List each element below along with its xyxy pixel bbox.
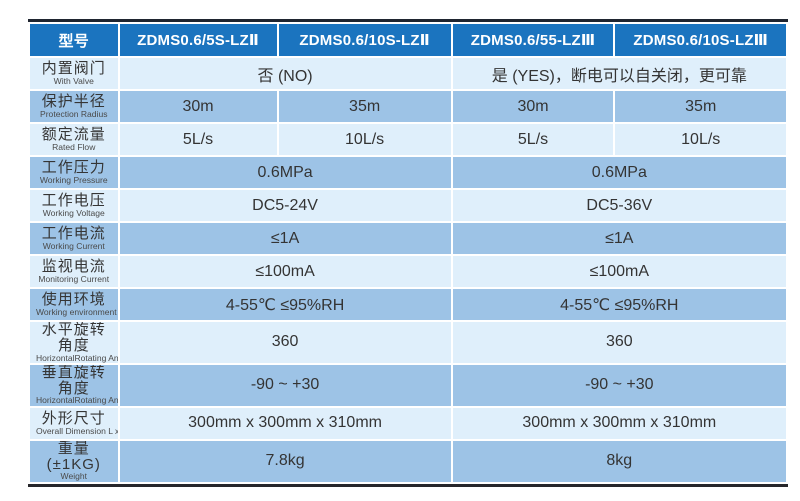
spec-row: 保护半径 Protection Radius 30m 35m 30m 35m [30, 91, 786, 122]
row-label-en: With Valve [53, 75, 94, 86]
spec-value-cell: 5L/s [119, 124, 277, 155]
spec-value-cell: ≤1A [119, 223, 451, 254]
row-label-zh: 额定流量 [41, 125, 106, 143]
spec-value-cell: 10L/s [278, 124, 451, 155]
row-label-en: Weight [60, 471, 87, 482]
row-label-en: HorizontalRotating Angle [35, 395, 118, 406]
row-label-en: Working Pressure [39, 174, 108, 185]
spec-value-cell: 10L/s [615, 124, 786, 155]
spec-value-cell: 35m [615, 91, 786, 122]
spec-value-cell: -90 ~ +30 [452, 364, 786, 406]
row-label: 保护半径 Protection Radius [30, 91, 118, 122]
row-label-en: Protection Radius [40, 108, 108, 119]
row-label-zh: 工作压力 [41, 158, 106, 176]
row-label-zh: 保护半径 [41, 92, 106, 110]
column-header-model-1: ZDMS0.6/5S-LZⅡ [119, 24, 277, 56]
row-label-zh: 外形尺寸 [41, 409, 106, 427]
row-label-zh: 水平旋转角度 [41, 322, 106, 354]
spec-value-cell: ≤100mA [119, 256, 451, 287]
row-label-en: Working Current [42, 240, 105, 251]
row-label: 工作电流 Working Current [30, 223, 118, 254]
spec-row: 工作压力 Working Pressure 0.6MPa 0.6MPa [30, 157, 786, 188]
header-row: 型号 ZDMS0.6/5S-LZⅡ ZDMS0.6/10S-LZⅡ ZDMS0.… [30, 24, 786, 56]
row-label: 内置阀门 With Valve [30, 58, 118, 89]
row-label-en: Monitoring Current [38, 273, 110, 284]
spec-value-cell: 7.8kg [119, 440, 451, 482]
column-header-model-4: ZDMS0.6/10S-LZⅢ [615, 24, 786, 56]
row-label-en: HorizontalRotating Angle [35, 352, 118, 363]
spec-value-cell: 4-55℃ ≤95%RH [452, 289, 786, 320]
row-label-zh: 垂直旋转角度 [41, 364, 106, 397]
row-label-zh: 工作电流 [41, 224, 106, 242]
spec-value-cell: 0.6MPa [452, 157, 786, 188]
spec-value-cell: 否 (NO) [119, 58, 451, 89]
row-label-zh: 内置阀门 [41, 59, 106, 77]
row-label: 监视电流 Monitoring Current [30, 256, 118, 287]
spec-value-cell: ≤100mA [452, 256, 786, 287]
row-label: 工作压力 Working Pressure [30, 157, 118, 188]
column-header-model-2: ZDMS0.6/10S-LZⅡ [278, 24, 451, 56]
spec-row: 工作电压 Working Voltage DC5-24V DC5-36V [30, 190, 786, 221]
column-header-model-3: ZDMS0.6/55-LZⅢ [452, 24, 614, 56]
row-label: 工作电压 Working Voltage [30, 190, 118, 221]
spec-value-cell: 360 [119, 322, 451, 363]
column-header-model: 型号 [30, 24, 118, 56]
row-label-zh: 使用环境 [41, 290, 106, 308]
spec-table-body: 内置阀门 With Valve 否 (NO) 是 (YES)，断电可以自关闭，更可靠保… [30, 58, 786, 482]
spec-row: 工作电流 Working Current ≤1A ≤1A [30, 223, 786, 254]
spec-row: 使用环境 Working environment 4-55℃ ≤95%RH 4-55℃… [30, 289, 786, 320]
row-label: 使用环境 Working environment [30, 289, 118, 320]
spec-value-cell: 30m [452, 91, 614, 122]
spec-row: 额定流量 Rated Flow 5L/s 10L/s 5L/s 10L/s [30, 124, 786, 155]
spec-value-cell: DC5-36V [452, 190, 786, 221]
spec-value-cell: 35m [278, 91, 451, 122]
row-label-en: Overall Dimension L x W x H [35, 425, 118, 436]
spec-value-cell: 300mm x 300mm x 310mm [452, 407, 786, 439]
spec-value-cell: 360 [452, 322, 786, 363]
spec-value-cell: 8kg [452, 440, 786, 482]
spec-value-cell: 0.6MPa [119, 157, 451, 188]
spec-value-cell: 是 (YES)，断电可以自关闭，更可靠 [452, 58, 786, 89]
row-label-en: Working Voltage [42, 207, 105, 218]
row-label-zh: 重量(±1KG) [46, 440, 101, 473]
spec-value-cell: 4-55℃ ≤95%RH [119, 289, 451, 320]
row-label: 额定流量 Rated Flow [30, 124, 118, 155]
spec-table-frame: 型号 ZDMS0.6/5S-LZⅡ ZDMS0.6/10S-LZⅡ ZDMS0.… [28, 19, 788, 487]
spec-value-cell: 5L/s [452, 124, 614, 155]
spec-table: 型号 ZDMS0.6/5S-LZⅡ ZDMS0.6/10S-LZⅡ ZDMS0.… [28, 22, 788, 484]
row-label-en: Rated Flow [52, 141, 96, 152]
row-label-zh: 监视电流 [41, 257, 106, 275]
row-label-zh: 工作电压 [41, 191, 106, 209]
spec-value-cell: DC5-24V [119, 190, 451, 221]
spec-value-cell: ≤1A [452, 223, 786, 254]
spec-row: 监视电流 Monitoring Current ≤100mA ≤100mA [30, 256, 786, 287]
spec-value-cell: 30m [119, 91, 277, 122]
spec-value-cell: 300mm x 300mm x 310mm [119, 407, 451, 439]
spec-row: 内置阀门 With Valve 否 (NO) 是 (YES)，断电可以自关闭，更可靠 [30, 58, 786, 89]
spec-row: 重量(±1KG) Weight 7.8kg 8kg [30, 440, 786, 482]
spec-value-cell: -90 ~ +30 [119, 364, 451, 406]
row-label: 重量(±1KG) Weight [30, 440, 118, 482]
row-label-en: Working environment [35, 306, 117, 317]
